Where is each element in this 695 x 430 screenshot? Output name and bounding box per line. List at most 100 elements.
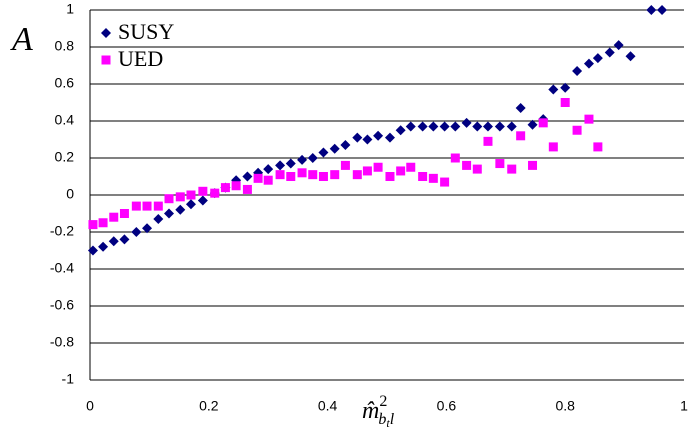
point xyxy=(482,121,493,132)
point xyxy=(472,164,482,174)
legend-marker xyxy=(101,55,111,65)
point xyxy=(515,103,526,114)
y-tick-label: -0.6 xyxy=(50,297,74,313)
point xyxy=(340,140,351,151)
x-tick-label: 0.8 xyxy=(555,398,575,414)
y-tick-label: -0.8 xyxy=(50,334,74,350)
point xyxy=(329,143,340,154)
point xyxy=(362,134,373,145)
point xyxy=(242,171,253,182)
x-tick-label: 0.6 xyxy=(437,398,457,414)
x-label-sub: b xyxy=(378,411,386,428)
point xyxy=(373,130,384,141)
x-label-base: m̂ xyxy=(362,398,379,424)
point xyxy=(613,40,624,51)
point xyxy=(153,214,164,225)
point xyxy=(428,121,439,132)
x-tick-label: 0 xyxy=(86,398,94,414)
y-tick-label: 0.8 xyxy=(55,38,75,54)
point xyxy=(197,195,208,206)
point xyxy=(98,241,109,252)
point xyxy=(560,98,570,107)
point xyxy=(646,5,657,15)
point xyxy=(373,162,383,172)
point xyxy=(131,201,141,211)
point xyxy=(572,125,582,135)
point xyxy=(583,58,594,69)
y-tick-label: -0.2 xyxy=(50,223,74,239)
point xyxy=(548,84,559,95)
point xyxy=(462,160,472,170)
point xyxy=(495,159,505,169)
point xyxy=(418,172,428,181)
point xyxy=(572,66,583,77)
point xyxy=(119,209,129,218)
point xyxy=(308,170,318,180)
point xyxy=(362,166,372,176)
point xyxy=(657,5,668,15)
point xyxy=(131,227,142,237)
point xyxy=(439,121,450,132)
point xyxy=(108,236,119,247)
point xyxy=(625,51,636,62)
point xyxy=(318,147,329,158)
x-label-subsub: t xyxy=(386,416,390,430)
x-tick-label: 0.2 xyxy=(199,398,219,414)
point xyxy=(198,186,208,196)
point xyxy=(417,121,428,132)
y-tick-label: 0.4 xyxy=(55,112,75,128)
point xyxy=(593,142,603,152)
y-tick-label: 0.6 xyxy=(55,75,75,91)
point xyxy=(286,172,296,181)
point xyxy=(186,190,196,200)
legend-label: SUSY xyxy=(118,19,174,44)
point xyxy=(142,201,152,211)
point xyxy=(396,166,406,176)
point xyxy=(164,194,174,204)
point xyxy=(461,117,472,128)
point xyxy=(263,175,273,185)
point xyxy=(560,82,571,93)
point xyxy=(275,160,286,171)
point xyxy=(352,170,362,180)
point xyxy=(340,160,350,170)
x-axis-label: m̂2 btl xyxy=(362,393,395,430)
y-tick-label: 0.2 xyxy=(55,149,75,165)
point xyxy=(384,132,395,143)
point xyxy=(275,170,285,180)
point xyxy=(297,154,308,165)
y-tick-label: 1 xyxy=(66,1,74,17)
point xyxy=(175,192,185,202)
point xyxy=(185,199,196,210)
point xyxy=(584,114,594,124)
point xyxy=(472,121,483,132)
point xyxy=(318,172,328,181)
point xyxy=(507,164,517,174)
point xyxy=(87,245,98,256)
point xyxy=(242,184,252,194)
point xyxy=(528,160,538,170)
point xyxy=(175,204,186,215)
point xyxy=(592,53,603,64)
y-tick-label: -0.4 xyxy=(50,260,74,276)
point xyxy=(352,132,363,143)
point xyxy=(428,173,438,183)
point xyxy=(516,131,526,141)
point xyxy=(285,158,296,169)
legend-marker xyxy=(101,28,111,38)
point xyxy=(450,153,460,163)
point xyxy=(307,153,318,163)
point xyxy=(405,121,416,132)
y-tick-label: 0 xyxy=(66,186,74,202)
x-tick-label: 0.4 xyxy=(318,398,338,414)
point xyxy=(395,125,406,136)
point xyxy=(604,47,615,58)
point xyxy=(220,183,230,193)
point xyxy=(440,177,450,187)
point xyxy=(253,173,263,183)
point xyxy=(98,218,108,228)
point xyxy=(330,170,340,180)
point xyxy=(527,119,538,130)
